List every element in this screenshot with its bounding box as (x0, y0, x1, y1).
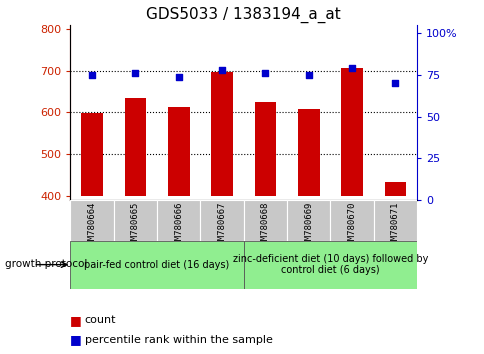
Text: pair-fed control diet (16 days): pair-fed control diet (16 days) (84, 259, 229, 270)
Text: GSM780666: GSM780666 (174, 202, 183, 250)
Text: GSM780668: GSM780668 (260, 202, 269, 250)
Point (261, 70, 269, 76)
Point (131, 70, 139, 76)
Bar (243, 241, 416, 289)
Point (348, 65, 355, 71)
Text: ■: ■ (70, 314, 82, 327)
Point (174, 74, 182, 79)
Text: GSM780670: GSM780670 (347, 202, 356, 250)
Point (218, 67, 226, 73)
Title: GDS5033 / 1383194_a_at: GDS5033 / 1383194_a_at (146, 7, 340, 23)
Bar (384, 182, 406, 196)
Point (391, 80, 398, 86)
Text: GSM780671: GSM780671 (390, 202, 399, 250)
Bar (124, 98, 146, 196)
Text: count: count (85, 315, 116, 325)
Text: growth protocol: growth protocol (5, 259, 87, 269)
Bar (330, 200, 373, 241)
Text: GSM780665: GSM780665 (131, 202, 139, 250)
Point (304, 72, 312, 78)
Point (88, 72, 96, 78)
Bar (243, 200, 287, 241)
Bar (373, 200, 416, 241)
Bar (287, 200, 330, 241)
Bar (200, 200, 243, 241)
Bar (211, 72, 232, 196)
Bar (70, 200, 113, 241)
Bar (167, 107, 189, 196)
Bar (297, 109, 319, 196)
Text: percentile rank within the sample: percentile rank within the sample (85, 335, 272, 345)
Bar (113, 200, 157, 241)
Bar (254, 102, 276, 196)
Text: GSM780667: GSM780667 (217, 202, 226, 250)
Bar (341, 68, 362, 196)
Text: GSM780664: GSM780664 (87, 202, 96, 250)
Text: zinc-deficient diet (10 days) followed by
control diet (6 days): zinc-deficient diet (10 days) followed b… (232, 254, 427, 275)
Bar (70, 241, 243, 289)
Bar (157, 200, 200, 241)
Text: ■: ■ (70, 333, 82, 346)
Text: GSM780669: GSM780669 (303, 202, 313, 250)
Bar (81, 113, 103, 196)
